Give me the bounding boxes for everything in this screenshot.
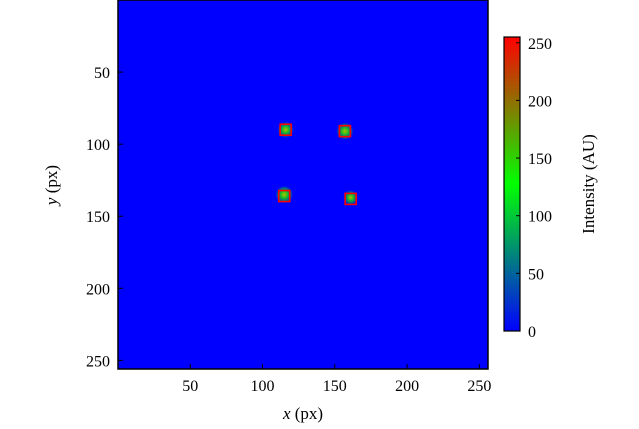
y-axis-label: y (px) xyxy=(42,165,61,207)
y-axis-ticks: 50 100 150 200 250 xyxy=(86,65,123,370)
x-tick-label: 100 xyxy=(251,378,275,395)
x-tick-label: 250 xyxy=(467,378,491,395)
colorbar-tick-label: 50 xyxy=(528,266,544,283)
colorbar-tick-label: 100 xyxy=(528,209,552,226)
bright-spot-2 xyxy=(335,121,355,141)
colorbar-tick-label: 0 xyxy=(528,324,536,341)
x-axis-label: x (px) xyxy=(282,404,323,423)
colorbar: 0 50 100 150 200 250 Intensity (AU) xyxy=(503,36,598,341)
y-tick-label: 150 xyxy=(86,209,110,226)
bright-spot-1 xyxy=(276,120,295,139)
colorbar-tick-label: 150 xyxy=(528,151,552,168)
heatmap-plot-area xyxy=(117,0,489,370)
x-tick-label: 200 xyxy=(395,378,419,395)
spot-marker-1 xyxy=(279,123,292,137)
colorbar-tick-label: 200 xyxy=(528,93,552,110)
x-axis-ticks: 50 100 150 200 250 xyxy=(182,364,491,395)
colorbar-ticks: 0 50 100 150 200 250 xyxy=(516,36,552,341)
spot-marker-2 xyxy=(338,124,352,138)
x-tick-label: 50 xyxy=(182,378,198,395)
plot-frame xyxy=(117,0,489,370)
spot-marker-3 xyxy=(277,189,291,203)
y-tick-label: 200 xyxy=(86,281,110,298)
colorbar-label: Intensity (AU) xyxy=(579,134,598,234)
heatmap-background xyxy=(118,0,488,369)
spot-marker-4 xyxy=(344,192,357,206)
colorbar-tick-label: 250 xyxy=(528,36,552,53)
colorbar-gradient xyxy=(503,36,521,332)
y-tick-label: 50 xyxy=(94,65,110,82)
spot-markers-layer xyxy=(277,123,357,206)
x-tick-label: 150 xyxy=(323,378,347,395)
y-tick-label: 250 xyxy=(86,353,110,370)
y-tick-label: 100 xyxy=(86,137,110,154)
